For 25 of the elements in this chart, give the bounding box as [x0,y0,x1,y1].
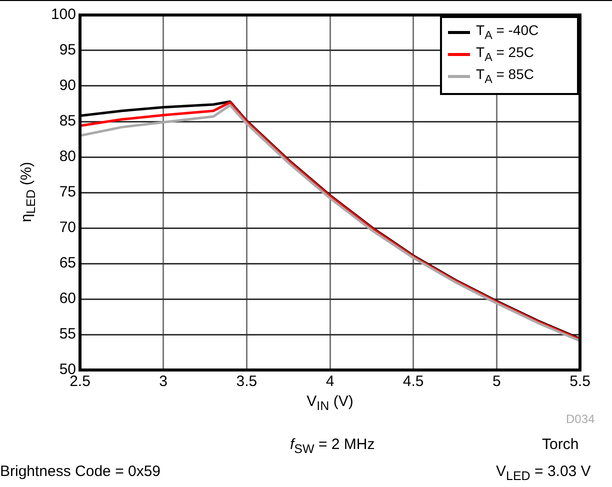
legend-label: T$_{A}$ = 25C [476,44,534,66]
x-tick-label: 5.5 [570,373,590,390]
legend-label: T$_{A}$ = 85C [476,66,534,88]
legend-label: T$_{A}$ = -40C [476,22,539,44]
y-tick-label: 75 [59,184,76,201]
text: Brightness Code = 0x59 [0,463,161,480]
y-tick-label: 70 [59,219,76,236]
y-tick-label: 65 [59,254,76,272]
x-axis-title: V$_{IN}$ (V) [306,393,354,413]
y-tick-label: 90 [59,77,76,94]
text: V$_{LED}$ = 3.03 V [496,463,591,483]
y-tick-label: 80 [59,148,76,166]
x-tick-label: 3.5 [236,373,258,390]
y-tick-label: 55 [59,326,76,343]
x-tick-label: 4.5 [402,373,424,390]
x-tick-label: 5 [492,373,501,390]
y-tick-label: 60 [59,290,76,308]
x-tick-label: 3 [159,373,168,390]
y-tick-label: 85 [59,112,76,130]
y-tick-label: 95 [59,42,76,59]
text: f$_{SW}$ = 2 MHz [290,436,375,456]
text: D034 [566,412,595,426]
x-tick-label: 4 [326,373,334,390]
text: Torch [542,436,579,453]
y-tick-label: 100 [50,6,76,24]
